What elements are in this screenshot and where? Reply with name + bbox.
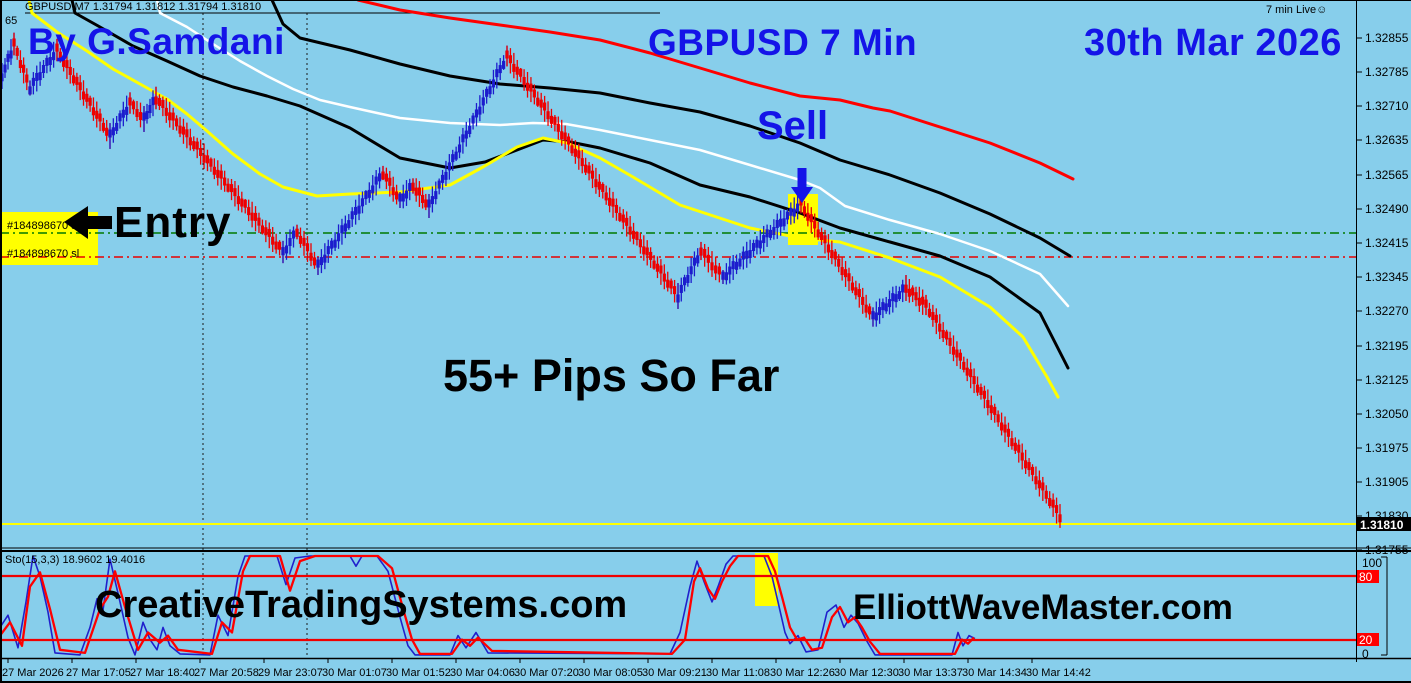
time-axis-label: 30 Mar 13:37: [898, 667, 963, 679]
time-axis-label: 30 Mar 14:34: [962, 667, 1027, 679]
window-left-edge: [0, 0, 2, 683]
price-axis-label: 1.31975: [1365, 441, 1409, 455]
sto-level-tag: [1357, 570, 1379, 583]
order-sell-label: #184898670 sell: [7, 220, 88, 232]
ma-white: [155, 0, 1070, 308]
live-badge: 7 min Live☺: [1266, 5, 1327, 16]
candles: [0, 32, 1062, 528]
time-axis-label: 30 Mar 07:20: [514, 667, 579, 679]
left-arrow-icon: [64, 206, 112, 239]
ma-black-slow: [270, 0, 1072, 258]
stochastic-d-line: [0, 554, 975, 656]
current-price-tag: 1.31810: [1357, 517, 1411, 532]
sell-arrow-icon: [791, 168, 813, 203]
price-axis-label: 1.32125: [1365, 373, 1409, 387]
time-axis-label: 30 Mar 01:52: [386, 667, 451, 679]
date-annotation: 30th Mar 2026: [1084, 22, 1342, 64]
author-annotation: By G.Samdani: [28, 21, 285, 62]
price-axis: 1.32855 1.32785 1.32710 1.32635 1.32565 1.324…: [1356, 31, 1409, 557]
time-axis-label: 30 Mar 14:42: [1026, 667, 1091, 679]
ma-red: [356, 0, 1075, 181]
time-axis-label: 30 Mar 04:06: [450, 667, 515, 679]
sto-scale-label: 0: [1362, 647, 1369, 661]
price-axis-label: 1.32270: [1365, 304, 1409, 318]
price-axis-label: 1.32635: [1365, 133, 1409, 147]
pips-annotation: 55+ Pips So Far: [443, 350, 780, 401]
live-label: 7 min Live: [1266, 4, 1317, 16]
stochastic-k-line: [0, 555, 976, 656]
time-axis-label: 30 Mar 01:07: [322, 667, 387, 679]
price-axis-label: 1.32345: [1365, 270, 1409, 284]
time-axis-label: 30 Mar 11:08: [706, 667, 770, 679]
time-axis-label: 27 Mar 20:58: [194, 667, 259, 679]
time-axis: 27 Mar 2026 27 Mar 17:05 27 Mar 18:40 27 Ma…: [2, 659, 1091, 679]
sto-scale-label: 20: [1359, 633, 1373, 647]
price-axis-label: 1.32710: [1365, 99, 1409, 113]
symbol-ohlc-info: GBPUSD,M7 1.31794 1.31812 1.31794 1.3181…: [25, 1, 262, 13]
watermark-left: CreativeTradingSystems.com: [95, 584, 628, 626]
sto-level-tag: [1357, 633, 1379, 646]
price-axis-label: 1.32050: [1365, 407, 1409, 421]
entry-label: Entry: [114, 198, 232, 247]
time-axis-label: 30 Mar 12:30: [834, 667, 899, 679]
time-axis-label: 29 Mar 23:07: [258, 667, 323, 679]
watermark-right: ElliottWaveMaster.com: [853, 588, 1233, 627]
price-axis-label: 1.31905: [1365, 475, 1409, 489]
price-axis-label: 1.32490: [1365, 202, 1409, 216]
current-price-value: 1.31810: [1360, 518, 1404, 532]
time-axis-label: 27 Mar 18:40: [130, 667, 195, 679]
ma-black-fast: [70, 0, 1070, 370]
price-axis-label: 1.31755: [1365, 543, 1409, 557]
sto-scale-label: 80: [1359, 570, 1373, 584]
sell-annotation: Sell: [757, 104, 829, 148]
smiley-icon: ☺: [1316, 4, 1328, 16]
order-sl-label: #184898670 sl: [7, 248, 80, 260]
indicator-label: Sto(15,3,3) 18.9602 19.4016: [5, 554, 146, 566]
price-axis-label: 1.32855: [1365, 31, 1409, 45]
price-axis-label: 1.32415: [1365, 236, 1409, 250]
time-axis-label: 30 Mar 09:21: [642, 667, 707, 679]
price-axis-label: 1.32565: [1365, 168, 1409, 182]
price-axis-label: 1.32785: [1365, 65, 1409, 79]
entry-annotation: Entry: [64, 201, 231, 245]
digit-badge: 65: [5, 15, 18, 27]
ma-yellow: [27, 0, 1060, 399]
time-axis-label: 27 Mar 2026: [2, 667, 64, 679]
time-axis-label: 30 Mar 08:05: [578, 667, 643, 679]
time-axis-label: 27 Mar 17:05: [66, 667, 131, 679]
chart-title-annotation: GBPUSD 7 Min: [648, 22, 918, 63]
sto-scale-label: 100: [1362, 556, 1382, 570]
price-axis-label: 1.32195: [1365, 339, 1409, 353]
time-axis-label: 30 Mar 12:26: [770, 667, 835, 679]
